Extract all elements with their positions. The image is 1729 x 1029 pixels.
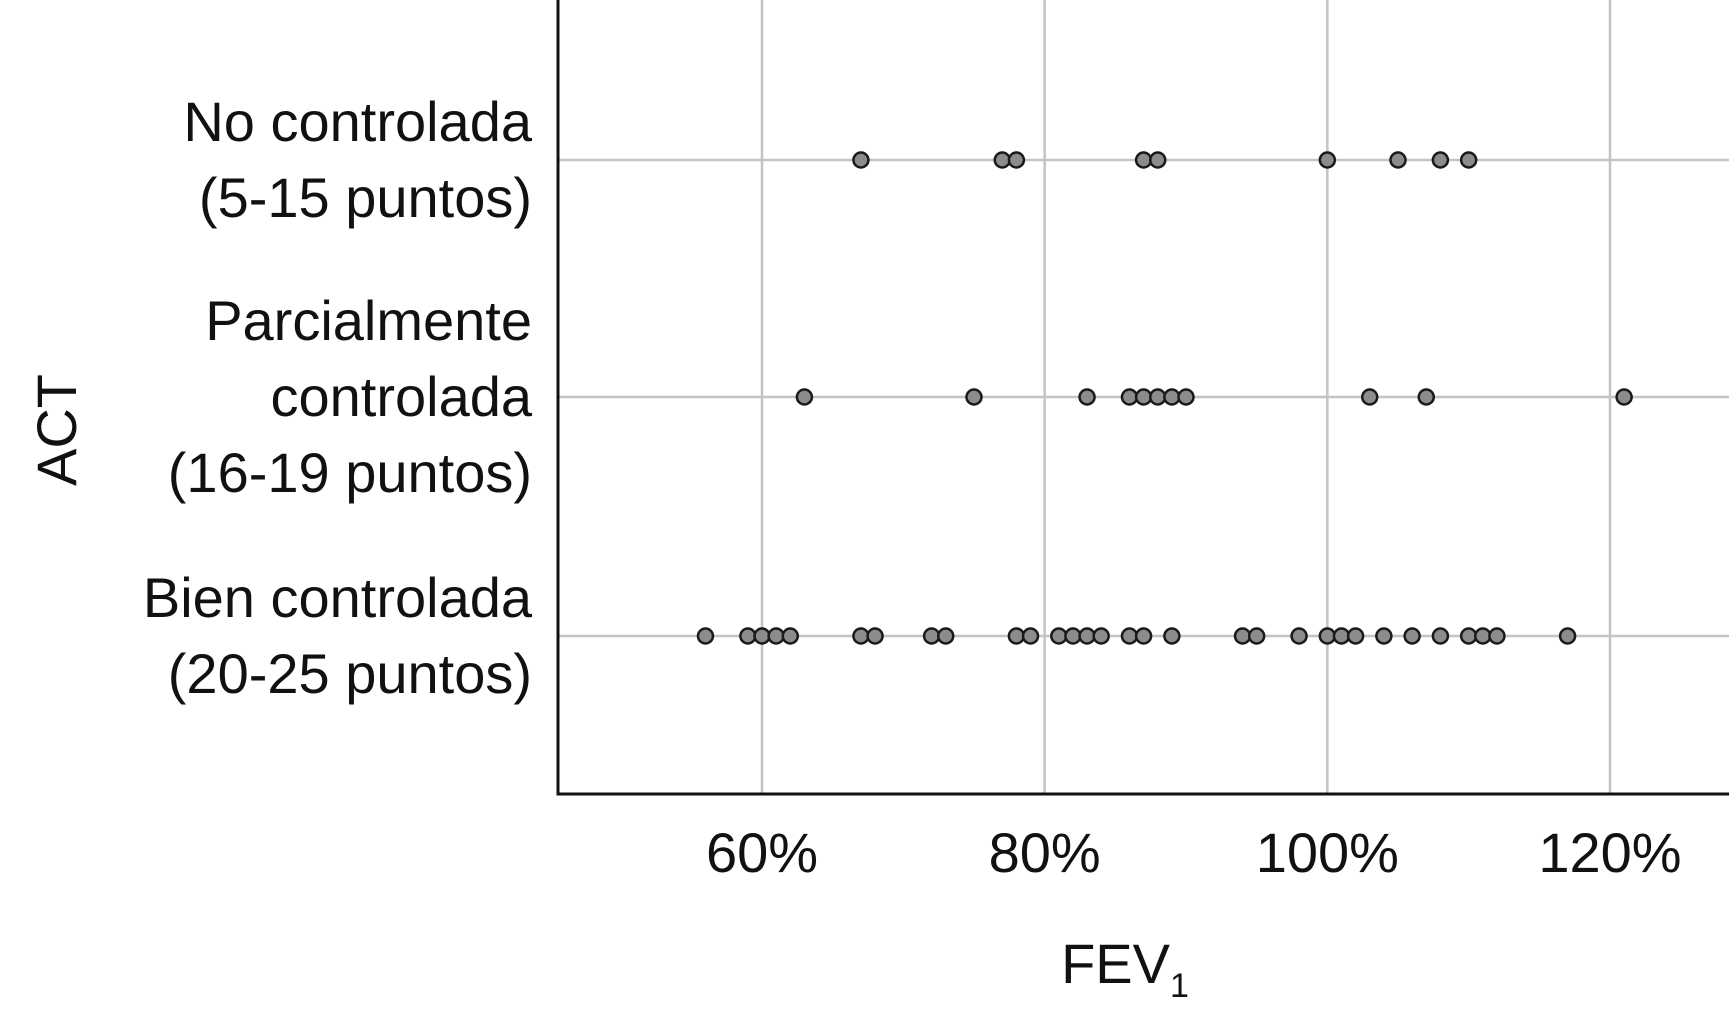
data-point xyxy=(967,390,982,405)
data-point xyxy=(1235,629,1250,644)
data-point xyxy=(1433,153,1448,168)
data-point xyxy=(853,629,868,644)
data-point xyxy=(1164,390,1179,405)
data-point xyxy=(1051,629,1066,644)
data-point xyxy=(1475,629,1490,644)
data-point xyxy=(924,629,939,644)
category-label-line: (16-19 puntos) xyxy=(168,441,532,504)
category-label: Bien controlada (20-25 puntos) xyxy=(143,566,533,705)
data-point xyxy=(1080,629,1095,644)
data-point xyxy=(1461,153,1476,168)
category-label-line: (20-25 puntos) xyxy=(168,642,532,705)
data-point xyxy=(1122,629,1137,644)
data-point xyxy=(1391,153,1406,168)
category-label-line: controlada xyxy=(270,365,532,428)
data-point xyxy=(1249,629,1264,644)
data-point xyxy=(698,629,713,644)
x-tick-label: 80% xyxy=(989,821,1101,884)
data-point xyxy=(1405,629,1420,644)
data-point xyxy=(1617,390,1632,405)
x-axis-title-subscript: 1 xyxy=(1170,967,1189,1005)
x-tick-label: 60% xyxy=(706,821,818,884)
data-point xyxy=(1150,153,1165,168)
data-point xyxy=(1320,629,1335,644)
data-point xyxy=(1334,629,1349,644)
data-point xyxy=(1009,153,1024,168)
data-point xyxy=(1023,629,1038,644)
data-point xyxy=(1164,629,1179,644)
category-label: No controlada (5-15 puntos) xyxy=(183,90,533,229)
category-label-line: (5-15 puntos) xyxy=(199,166,532,229)
data-point xyxy=(1094,629,1109,644)
x-tick-label: 100% xyxy=(1256,821,1399,884)
data-point xyxy=(1461,629,1476,644)
category-label: Parcialmente controlada (16-19 puntos) xyxy=(168,289,533,504)
data-point xyxy=(1179,390,1194,405)
labels-layer: 60% 80% 100% 120% No controlada (5-15 puntos)… xyxy=(143,90,1682,884)
category-label-line: Bien controlada xyxy=(143,566,533,629)
x-tick-label: 120% xyxy=(1538,821,1681,884)
data-point xyxy=(797,390,812,405)
data-point xyxy=(1560,629,1575,644)
data-point xyxy=(1376,629,1391,644)
y-axis-title: ACT xyxy=(25,374,88,486)
data-point xyxy=(783,629,798,644)
data-point xyxy=(1065,629,1080,644)
data-point xyxy=(1009,629,1024,644)
data-point xyxy=(995,153,1010,168)
data-point xyxy=(1136,390,1151,405)
data-point xyxy=(1489,629,1504,644)
data-point xyxy=(1292,629,1307,644)
data-point xyxy=(1150,390,1165,405)
data-point xyxy=(1122,390,1137,405)
data-point xyxy=(740,629,755,644)
data-point xyxy=(1320,153,1335,168)
x-axis-title: FEV1 xyxy=(1061,932,1189,1005)
data-point xyxy=(1136,629,1151,644)
data-point xyxy=(868,629,883,644)
category-label-line: No controlada xyxy=(183,90,533,153)
data-point xyxy=(853,153,868,168)
data-point xyxy=(755,629,770,644)
data-point xyxy=(1362,390,1377,405)
data-point xyxy=(1348,629,1363,644)
data-point xyxy=(938,629,953,644)
category-label-line: Parcialmente xyxy=(205,289,532,352)
data-point xyxy=(1433,629,1448,644)
x-axis-title-main: FEV xyxy=(1061,932,1171,995)
data-point xyxy=(1419,390,1434,405)
data-point xyxy=(769,629,784,644)
data-point xyxy=(1136,153,1151,168)
data-point xyxy=(1080,390,1095,405)
